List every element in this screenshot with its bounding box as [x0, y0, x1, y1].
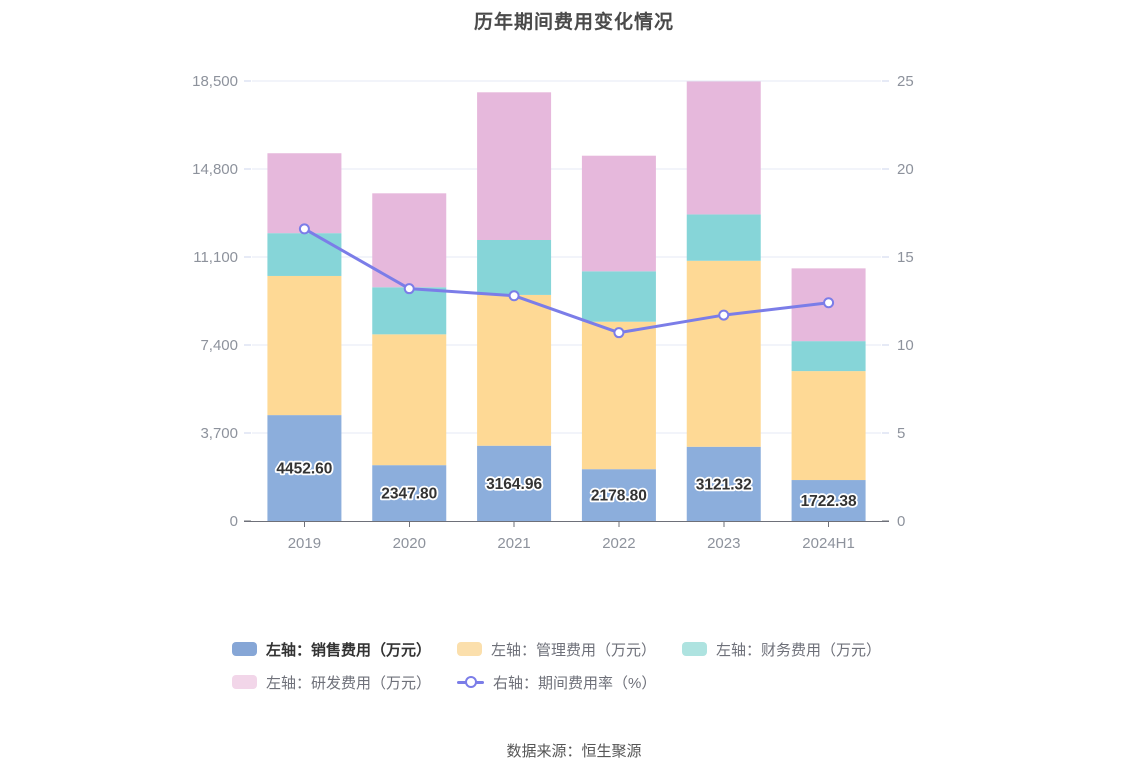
- bar-segment[interactable]: [581, 321, 656, 470]
- left-axis-label: 18,500: [192, 73, 238, 90]
- left-axis-label: 14,800: [192, 161, 238, 178]
- left-axis-label: 11,100: [193, 249, 238, 266]
- legend-swatch: [457, 642, 483, 656]
- left-axis-label: 7,400: [200, 337, 238, 354]
- bar-segment[interactable]: [686, 214, 761, 261]
- bar-segment[interactable]: [791, 371, 866, 481]
- right-axis-label: 25: [897, 73, 914, 90]
- rate-line: [302, 227, 831, 335]
- chart-title: 历年期间费用变化情况: [473, 12, 674, 33]
- bar-value-label: 2178.80: [591, 488, 647, 505]
- rate-line-marker[interactable]: [403, 283, 415, 295]
- legend-item-series-2[interactable]: 左轴：财务费用（万元）: [682, 639, 881, 659]
- rate-line-marker[interactable]: [508, 290, 520, 302]
- rate-line-marker[interactable]: [613, 327, 625, 339]
- bar-segment[interactable]: [267, 233, 342, 276]
- data-source-note: 数据来源：恒生聚源: [506, 743, 642, 760]
- bar-segment[interactable]: [372, 465, 447, 521]
- bar-segment[interactable]: [791, 480, 866, 521]
- bar-segment[interactable]: [686, 81, 761, 215]
- legend-label: 左轴：财务费用（万元）: [716, 641, 882, 659]
- bar-segment[interactable]: [791, 341, 866, 372]
- bar-segment[interactable]: [477, 294, 552, 446]
- x-axis-label: 2022: [602, 535, 635, 552]
- x-axis-label: 2019: [288, 535, 321, 552]
- rate-line-marker[interactable]: [823, 297, 835, 309]
- legend-line-icon: [457, 675, 485, 689]
- bar-segment[interactable]: [581, 155, 656, 272]
- legend-item-rate-line[interactable]: 右轴：期间费用率（%）: [457, 672, 656, 692]
- legend-item-series-1[interactable]: 左轴：管理费用（万元）: [457, 639, 656, 659]
- bar-segment[interactable]: [267, 153, 342, 234]
- bar-segment[interactable]: [581, 271, 656, 322]
- legend-label: 右轴：期间费用率（%）: [493, 674, 657, 692]
- bar-value-label: 3164.96: [486, 476, 542, 493]
- x-axis-label: 2020: [393, 535, 426, 552]
- bar-segment[interactable]: [267, 275, 342, 416]
- x-axis-label: 2023: [707, 535, 740, 552]
- right-axis-label: 5: [897, 425, 905, 442]
- chart-legend: 左轴：销售费用（万元） 左轴：管理费用（万元） 左轴：财务费用（万元） 左轴：研发费用…: [232, 639, 936, 692]
- right-axis-label: 10: [897, 337, 914, 354]
- bar-segment[interactable]: [267, 415, 342, 521]
- left-axis-label: 3,700: [200, 425, 238, 442]
- bar-segment[interactable]: [581, 469, 656, 521]
- legend-item-series-0[interactable]: 左轴：销售费用（万元）: [232, 639, 431, 659]
- bar-segment[interactable]: [477, 445, 552, 521]
- legend-item-series-3[interactable]: 左轴：研发费用（万元）: [232, 672, 431, 692]
- rate-line-marker[interactable]: [298, 223, 310, 235]
- bar-value-label: 2347.80: [381, 486, 437, 503]
- right-axis-label: 15: [897, 249, 914, 266]
- bar-value-label: 3121.32: [696, 476, 752, 493]
- chart-svg: 0 0 3,700 5 7,400 10 11,100 15 14,800 20 18,500 25 2…: [192, 73, 914, 552]
- bar-segment[interactable]: [372, 334, 447, 466]
- bar-segment[interactable]: [686, 446, 761, 521]
- bar-segment[interactable]: [372, 287, 447, 335]
- legend-swatch: [232, 675, 257, 689]
- rate-line-marker[interactable]: [718, 309, 730, 321]
- left-axis-label: 0: [230, 513, 238, 530]
- bar-segment[interactable]: [477, 92, 552, 240]
- bar-value-label: 4452.60: [276, 461, 332, 478]
- x-axis-label: 2021: [497, 535, 530, 552]
- right-axis-label: 0: [897, 513, 905, 530]
- chart-area: 0 0 3,700 5 7,400 10 11,100 15 14,800 20 18,500 25 2…: [192, 73, 914, 552]
- bar-segment[interactable]: [686, 260, 761, 447]
- bar-segment[interactable]: [477, 239, 552, 295]
- legend-swatch: [232, 642, 257, 656]
- legend-swatch: [682, 642, 708, 656]
- right-axis-label: 20: [897, 161, 914, 178]
- bar-segment[interactable]: [372, 193, 447, 288]
- x-axis-label: 2024H1: [802, 535, 855, 552]
- legend-label: 左轴：研发费用（万元）: [266, 674, 432, 692]
- legend-label: 左轴：管理费用（万元）: [491, 641, 657, 659]
- legend-label: 左轴：销售费用（万元）: [266, 641, 432, 659]
- bar-value-label: 1722.38: [801, 493, 857, 510]
